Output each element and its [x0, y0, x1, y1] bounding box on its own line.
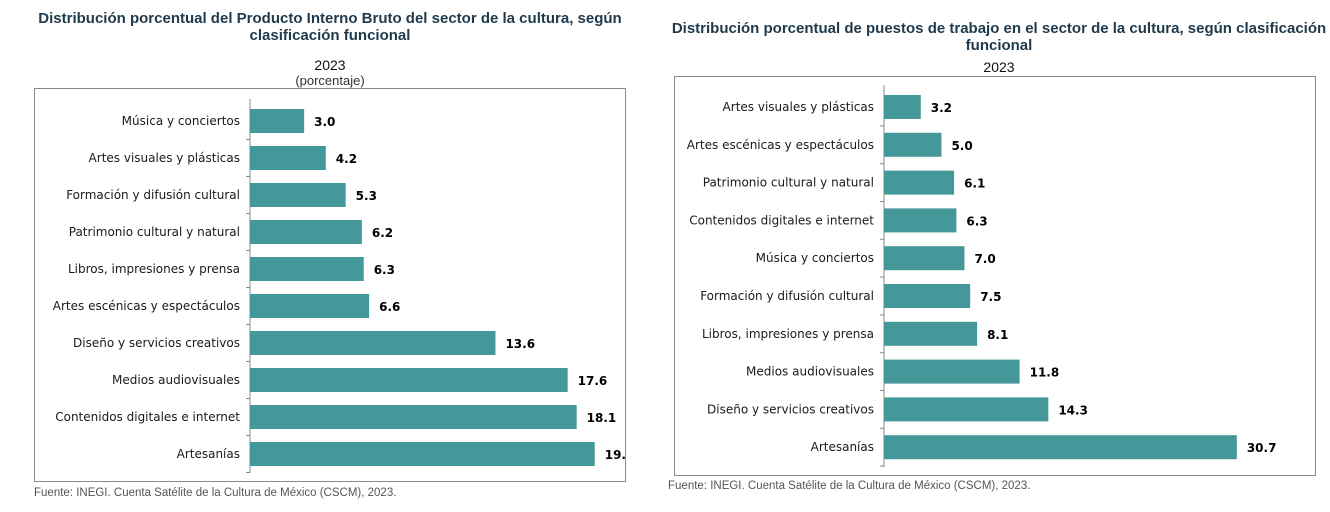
- value-label: 11.8: [1030, 366, 1060, 380]
- category-label: Música y conciertos: [756, 251, 874, 265]
- chart-source: Fuente: INEGI. Cuenta Satélite de la Cul…: [668, 480, 1031, 492]
- value-label: 17.6: [578, 374, 608, 388]
- chart-title: Distribución porcentual de puestos de tr…: [671, 20, 1327, 54]
- category-label: Diseño y servicios creativos: [73, 336, 240, 350]
- bar: [884, 359, 1020, 384]
- value-label: 18.1: [587, 411, 617, 425]
- bar: [250, 331, 496, 355]
- bar: [884, 246, 965, 271]
- bar: [250, 257, 364, 281]
- category-label: Artes escénicas y espectáculos: [687, 138, 874, 152]
- bar: [250, 220, 362, 244]
- value-label: 7.0: [974, 252, 995, 266]
- jobs-bar-chart: Artes visuales y plásticas 3.2 Artes escén…: [687, 85, 1277, 467]
- category-label: Diseño y servicios creativos: [707, 402, 874, 416]
- bar: [884, 321, 978, 346]
- value-label: 13.6: [505, 337, 535, 351]
- jobs-chart-panel: Distribución porcentual de puestos de tr…: [668, 0, 1330, 512]
- value-label: 14.3: [1058, 403, 1088, 417]
- value-label: 6.3: [966, 214, 987, 228]
- category-label: Formación y difusión cultural: [700, 289, 874, 303]
- bar: [250, 405, 577, 429]
- jobs-chart-frame: Artes visuales y plásticas 3.2 Artes escén…: [674, 76, 1316, 476]
- category-label: Contenidos digitales e internet: [689, 213, 874, 227]
- category-label: Artes visuales y plásticas: [89, 151, 240, 165]
- bar: [884, 397, 1049, 422]
- value-label: 4.2: [336, 152, 357, 166]
- category-label: Contenidos digitales e internet: [55, 410, 240, 424]
- category-label: Libros, impresiones y prensa: [68, 262, 240, 276]
- bar: [884, 435, 1237, 460]
- value-label: 7.5: [980, 290, 1001, 304]
- bar: [250, 442, 595, 466]
- value-label: 6.1: [964, 177, 985, 191]
- pib-chart-frame: Música y conciertos 3.0 Artes visuales y p…: [34, 88, 627, 482]
- value-label: 8.1: [987, 328, 1008, 342]
- bar: [250, 146, 326, 170]
- category-label: Artes escénicas y espectáculos: [53, 299, 240, 313]
- bar: [884, 208, 957, 233]
- chart-source: Fuente: INEGI. Cuenta Satélite de la Cul…: [34, 487, 397, 499]
- category-label: Medios audiovisuales: [112, 373, 240, 387]
- bar: [884, 132, 942, 157]
- category-label: Artesanías: [177, 447, 240, 461]
- chart-title: Distribución porcentual del Producto Int…: [38, 10, 622, 44]
- chart-unit: (porcentaje): [295, 73, 365, 88]
- bar: [884, 284, 971, 308]
- bar: [250, 294, 370, 318]
- value-label: 6.3: [374, 263, 395, 277]
- value-label: 6.6: [379, 300, 400, 314]
- bar: [250, 109, 305, 133]
- pib-bar-chart: Música y conciertos 3.0 Artes visuales y p…: [53, 99, 627, 473]
- value-label: 6.2: [372, 226, 393, 240]
- pib-chart-panel: Distribución porcentual del Producto Int…: [0, 0, 660, 512]
- category-label: Música y conciertos: [122, 114, 240, 128]
- category-label: Patrimonio cultural y natural: [69, 225, 240, 239]
- category-label: Artesanías: [811, 440, 874, 454]
- value-label: 30.7: [1247, 441, 1277, 455]
- category-label: Artes visuales y plásticas: [723, 100, 874, 114]
- category-label: Libros, impresiones y prensa: [702, 327, 874, 341]
- category-label: Patrimonio cultural y natural: [703, 176, 874, 190]
- value-label: 19.1: [605, 448, 627, 462]
- chart-year: 2023: [314, 57, 346, 73]
- bar: [250, 368, 568, 392]
- chart-year: 2023: [983, 59, 1015, 75]
- value-label: 3.2: [931, 101, 952, 115]
- value-label: 3.0: [314, 115, 335, 129]
- bar: [250, 183, 346, 207]
- bar: [884, 95, 921, 119]
- bar: [884, 170, 955, 195]
- category-label: Formación y difusión cultural: [66, 188, 240, 202]
- value-label: 5.3: [356, 189, 377, 203]
- category-label: Medios audiovisuales: [746, 365, 874, 379]
- value-label: 5.0: [951, 139, 972, 153]
